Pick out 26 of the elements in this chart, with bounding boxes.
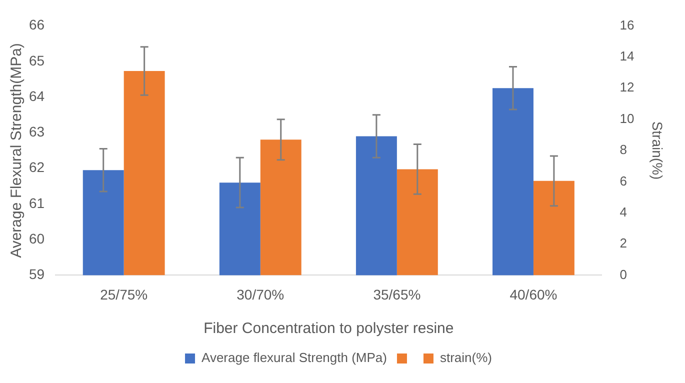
y-tick-label: 65 <box>28 52 45 68</box>
x-tick-label: 30/70% <box>236 286 284 302</box>
y2-tick-label: 10 <box>620 110 634 126</box>
y-tick-label: 60 <box>28 230 45 246</box>
y2-tick-label: 4 <box>620 204 627 220</box>
legend-label: strain(%) <box>440 350 492 366</box>
y2-tick-label: 0 <box>620 266 627 282</box>
y-tick-label: 63 <box>28 124 45 140</box>
y-tick-label: 59 <box>28 266 45 282</box>
y-tick-label: 66 <box>28 16 45 33</box>
y-tick-label: 64 <box>28 88 45 104</box>
x-tick-label: 35/65% <box>373 286 421 302</box>
y2-tick-label: 12 <box>620 80 634 95</box>
legend-label: Average flexural Strength (MPa) <box>202 350 387 366</box>
y2-tick-label: 6 <box>620 173 627 188</box>
y2-tick-label: 2 <box>620 236 627 251</box>
y2-tick-label: 14 <box>620 48 634 64</box>
y2-tick-label: 16 <box>620 17 634 32</box>
y-axis-title: Average Flexural Strength(MPa) <box>8 43 26 258</box>
x-axis-title: Fiber Concentration to polyster resine <box>204 320 454 338</box>
y2-tick-label: 8 <box>620 142 627 158</box>
y2-axis-title: Strain(%) <box>650 121 666 180</box>
x-tick-label: 40/60% <box>510 286 558 302</box>
x-tick-label: 25/75% <box>100 286 148 302</box>
y-tick-label: 62 <box>28 159 45 176</box>
y-tick-label: 61 <box>28 194 45 211</box>
